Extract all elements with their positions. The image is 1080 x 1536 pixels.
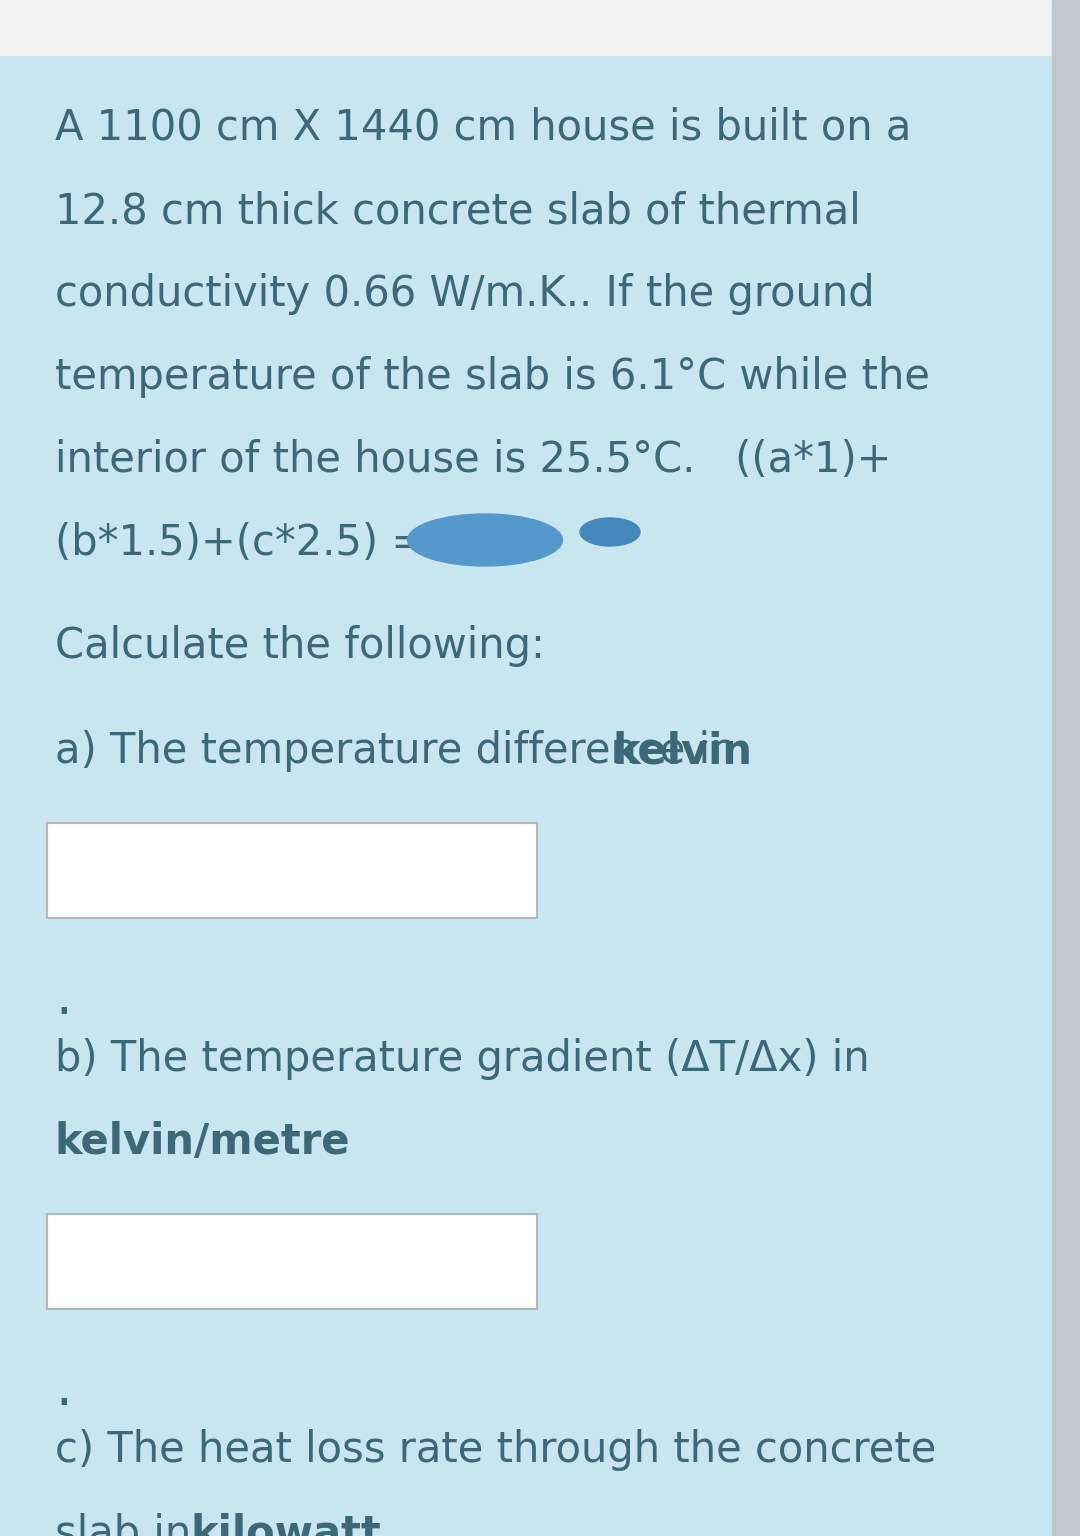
Ellipse shape — [407, 515, 563, 565]
Text: 12.8 cm thick concrete slab of thermal: 12.8 cm thick concrete slab of thermal — [55, 190, 861, 232]
Text: .: . — [55, 972, 71, 1025]
FancyBboxPatch shape — [48, 1213, 537, 1309]
Text: b) The temperature gradient (ΔT/Δx) in: b) The temperature gradient (ΔT/Δx) in — [55, 1038, 869, 1080]
Text: (b*1.5)+(c*2.5) =: (b*1.5)+(c*2.5) = — [55, 522, 427, 564]
Text: .: . — [55, 1364, 71, 1416]
Text: kelvin/metre: kelvin/metre — [55, 1121, 351, 1163]
Text: Calculate the following:: Calculate the following: — [55, 625, 545, 667]
Text: temperature of the slab is 6.1°C while the: temperature of the slab is 6.1°C while t… — [55, 356, 930, 398]
Text: A 1100 cm X 1440 cm house is built on a: A 1100 cm X 1440 cm house is built on a — [55, 108, 912, 149]
Bar — [1052, 0, 1080, 1536]
Bar — [0, 0, 1080, 55]
Text: kilowatt: kilowatt — [190, 1511, 381, 1536]
Text: interior of the house is 25.5°C.   ((a*1)+: interior of the house is 25.5°C. ((a*1)+ — [55, 439, 891, 481]
Text: slab in: slab in — [55, 1511, 204, 1536]
Text: kelvin: kelvin — [612, 730, 752, 773]
Text: a) The temperature difference in: a) The temperature difference in — [55, 730, 750, 773]
FancyBboxPatch shape — [48, 823, 537, 919]
Text: conductivity 0.66 W/m.K.. If the ground: conductivity 0.66 W/m.K.. If the ground — [55, 273, 875, 315]
Text: c) The heat loss rate through the concrete: c) The heat loss rate through the concre… — [55, 1428, 936, 1471]
Ellipse shape — [580, 518, 640, 545]
